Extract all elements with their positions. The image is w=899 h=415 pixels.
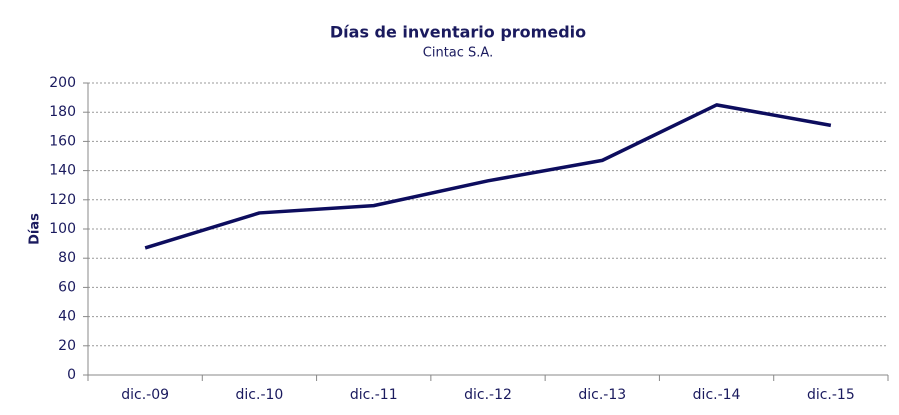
data-line [144,103,832,250]
y-tick-label: 100 [49,221,76,237]
x-tick-label: dic.-12 [464,387,512,403]
chart-title: Días de inventario promedio [330,23,586,42]
x-tick-label: dic.-14 [693,387,741,403]
y-tick-label: 160 [49,133,76,149]
y-tick-label: 140 [49,163,76,179]
y-tick-label: 120 [49,192,76,208]
y-tick-label: 180 [49,104,76,120]
x-tick-label: dic.-13 [578,387,626,403]
y-tick-label: 60 [58,279,76,295]
x-tick-label: dic.-10 [236,387,284,403]
y-tick-label: 0 [67,367,76,383]
x-tick-label: dic.-09 [121,387,169,403]
x-tick-label: dic.-11 [350,387,398,403]
y-axis-label: Días [28,213,43,245]
x-tick-label: dic.-15 [807,387,855,403]
y-tick-label: 200 [49,75,76,91]
y-tick-label: 40 [58,309,76,325]
y-tick-label: 80 [58,250,76,266]
y-tick-label: 20 [58,338,76,354]
chart-subtitle: Cintac S.A. [423,46,493,61]
